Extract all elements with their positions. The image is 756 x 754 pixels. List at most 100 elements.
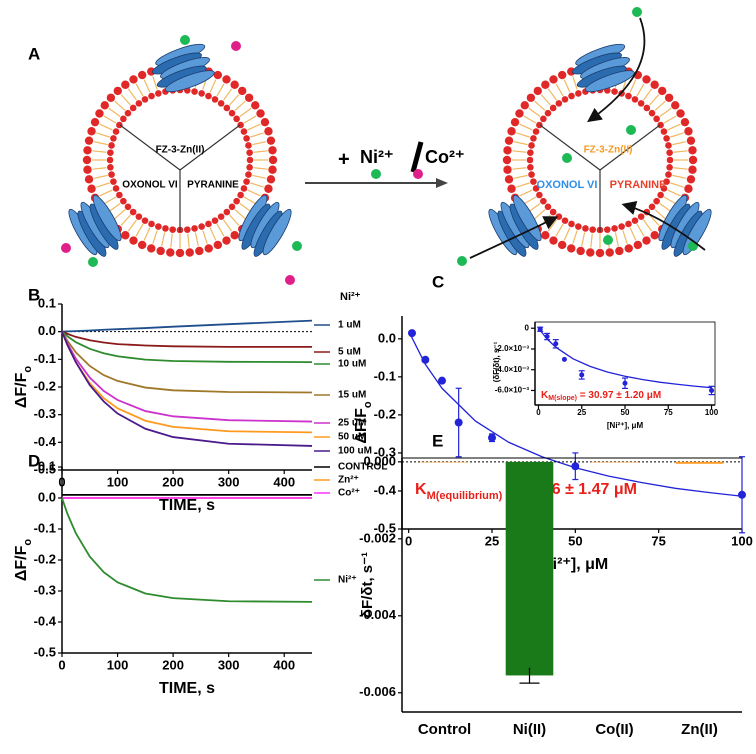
lipid-head <box>137 70 147 80</box>
lipid-tail <box>194 232 199 247</box>
lipid-tail <box>663 115 677 124</box>
lipid-head <box>237 121 244 129</box>
panel-label: A <box>28 44 40 63</box>
lipid-head <box>240 128 248 135</box>
lipid-tail <box>143 227 151 241</box>
lipid-tail <box>96 182 110 188</box>
lipid-head <box>175 248 185 258</box>
lipid-head <box>557 70 567 80</box>
y-axis-label: ΔF/Fo <box>353 401 374 444</box>
legend-label: 50 uM <box>338 432 366 443</box>
lipid-head <box>666 164 673 171</box>
lipid-head <box>582 225 589 232</box>
series-line <box>61 319 313 333</box>
x-tick-label: 200 <box>162 474 184 489</box>
lipid-head <box>631 217 639 224</box>
legend-label: 1 uM <box>338 320 361 331</box>
lipid-tail <box>108 203 121 213</box>
annotation-part: M(equilibrium) <box>427 490 503 502</box>
ion-dot <box>88 257 98 267</box>
lipid-head <box>684 184 693 193</box>
data-point <box>454 418 463 427</box>
y-tick-label: -2.0×10⁻³ <box>495 344 530 353</box>
y-tick-label: -0.3 <box>34 582 56 597</box>
lipid-head <box>544 109 552 117</box>
y-tick-label: -0.004 <box>359 607 397 622</box>
divider <box>539 124 601 171</box>
lipid-head <box>121 80 130 89</box>
data-point <box>544 334 550 340</box>
lipid-head <box>106 93 116 102</box>
ion-dot <box>632 7 642 17</box>
lipid-head <box>643 104 651 112</box>
lipid-head <box>549 75 558 84</box>
y-tick-label: -0.1 <box>34 520 56 535</box>
lipid-head <box>108 171 115 178</box>
lipid-tail <box>528 203 541 213</box>
protein <box>92 194 122 242</box>
lipid-tail <box>654 100 666 111</box>
lipid-head <box>230 231 239 240</box>
lipid-tail <box>252 174 267 179</box>
lipid-head <box>237 191 244 199</box>
y-axis-label-part: o <box>22 539 34 546</box>
lipid-tail <box>120 94 131 106</box>
lipid-head <box>213 240 223 250</box>
lipid-tail <box>239 203 252 213</box>
lipid-head <box>533 86 542 96</box>
lipid-head <box>688 146 697 155</box>
lipid-head <box>618 223 625 230</box>
lipid-head <box>260 117 270 127</box>
lipid-head <box>84 136 94 145</box>
ion-label: Ni²⁺ <box>360 147 394 167</box>
y-tick-label: -0.5 <box>34 461 56 476</box>
lipid-head <box>650 231 659 240</box>
y-tick-label: -0.4 <box>374 482 397 497</box>
lipid-head <box>532 185 540 192</box>
lipid-head <box>507 127 516 136</box>
lipid-head <box>204 244 213 253</box>
data-point <box>408 329 416 338</box>
lipid-head <box>642 75 651 84</box>
category-label: Zn(II) <box>681 721 718 738</box>
lipid-head <box>213 70 223 80</box>
lipid-tail <box>572 76 578 90</box>
lipid-tail <box>636 83 645 97</box>
lipid-head <box>664 93 674 102</box>
lipid-tail <box>170 233 173 248</box>
lipid-tail <box>667 123 681 131</box>
lipid-tail <box>120 214 131 226</box>
lipid-head <box>129 75 138 84</box>
y-tick-label: -0.2 <box>34 378 56 393</box>
lipid-head <box>561 96 569 103</box>
lipid-head <box>246 156 254 164</box>
lipid-head <box>83 146 92 155</box>
protein <box>584 70 635 93</box>
y-tick-label: -6.0×10⁻³ <box>495 386 530 395</box>
panel-a: A + Ni²⁺ Co²⁺ FZ-3-Zn(II) OXONOL VI PYRA… <box>28 43 712 258</box>
panel-label: C <box>432 272 444 291</box>
lipid-head <box>195 246 204 256</box>
lipid-head <box>82 155 92 165</box>
x-tick-label: 0 <box>405 533 412 548</box>
lipid-head <box>527 164 534 171</box>
lipid-head <box>503 146 512 155</box>
lipid-tail <box>234 100 246 111</box>
lipid-head <box>243 178 250 185</box>
lipid-tail <box>563 227 571 241</box>
y-tick-label: 0.1 <box>38 295 56 310</box>
lipid-head <box>568 92 575 100</box>
lipid-head <box>658 86 667 96</box>
lipid-head <box>240 185 248 192</box>
lipid-tail <box>563 79 571 93</box>
lipid-head <box>156 246 165 256</box>
lipid-head <box>611 225 618 232</box>
lipid-head <box>228 203 236 211</box>
lipid-head <box>162 225 169 232</box>
lipid-head <box>515 109 524 118</box>
lipid-tail <box>523 115 537 124</box>
lipid-tail <box>108 107 121 117</box>
lipid-head <box>549 236 558 245</box>
lipid-head <box>536 121 543 129</box>
